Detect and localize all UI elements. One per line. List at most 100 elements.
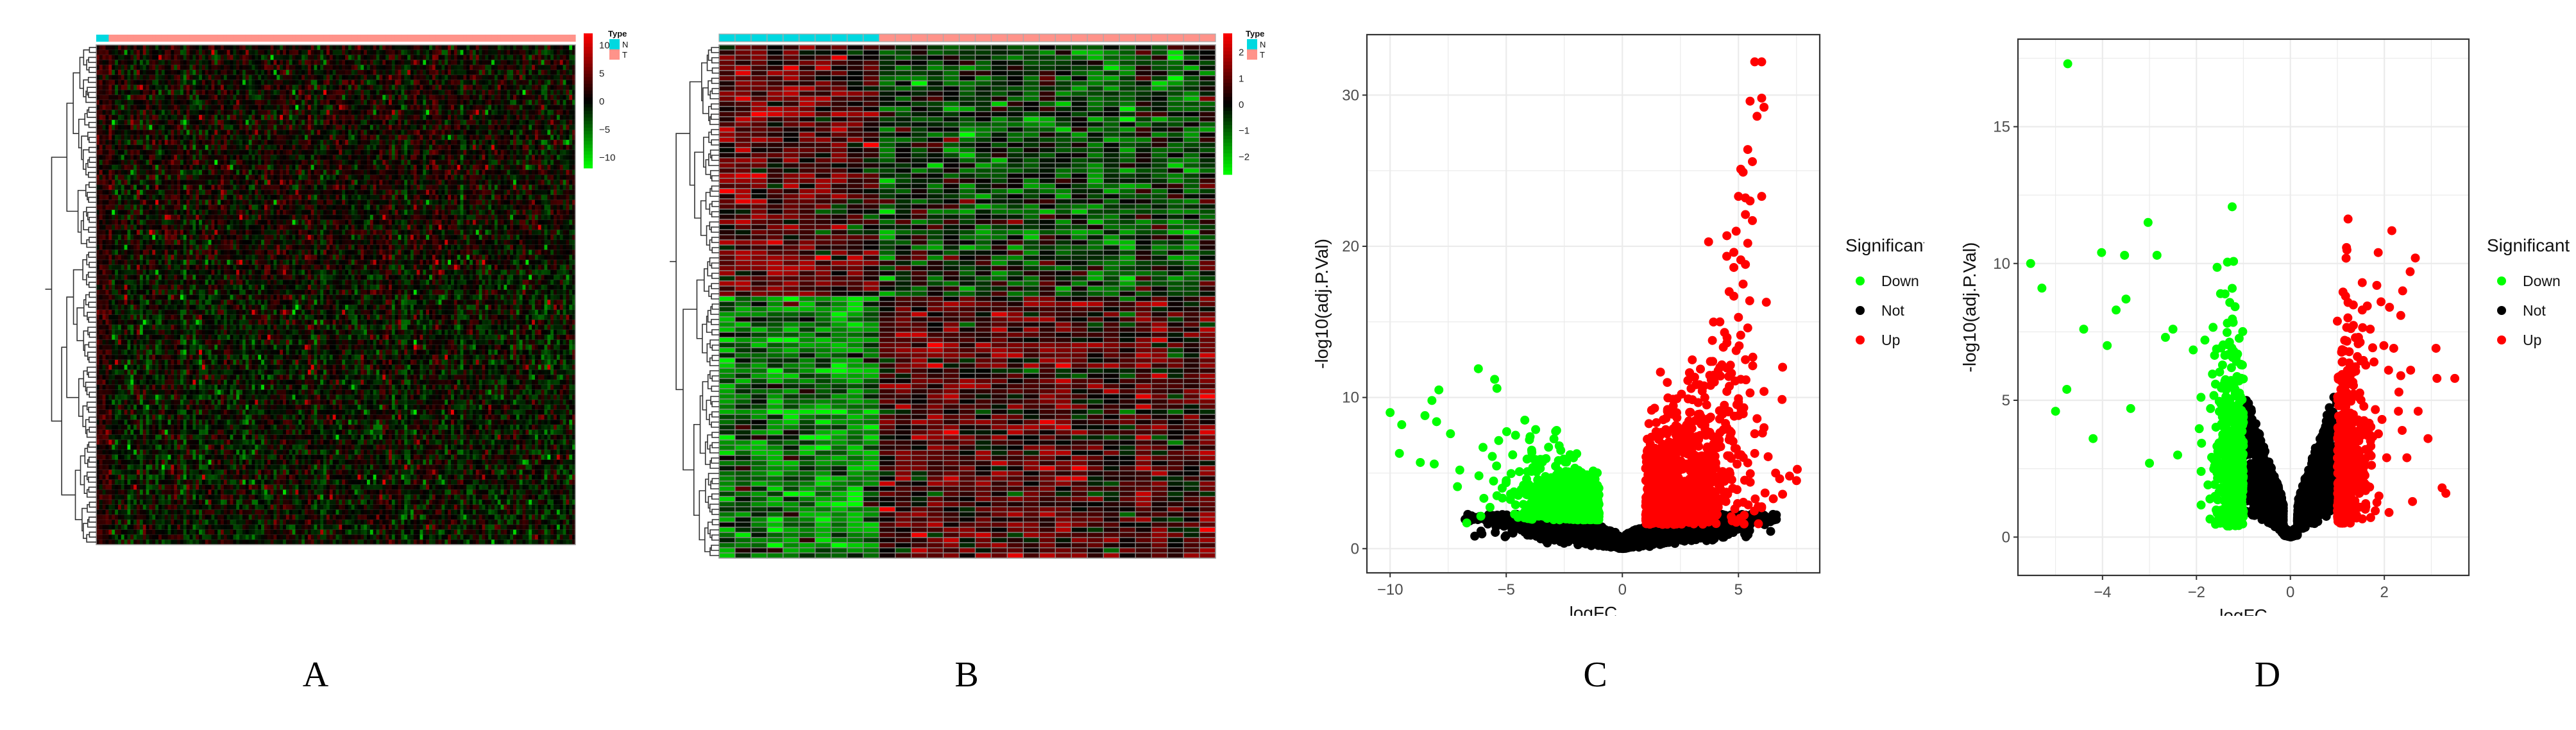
heatmap-cell	[280, 185, 284, 191]
heatmap-cell	[298, 90, 302, 96]
heatmap-cell	[491, 180, 495, 185]
heatmap-cell	[307, 185, 312, 191]
heatmap-cell	[149, 169, 153, 176]
heatmap-cell	[280, 130, 284, 135]
heatmap-cell	[534, 144, 539, 151]
heatmap-cell	[382, 160, 386, 166]
heatmap-cell	[196, 85, 199, 90]
heatmap-cell	[547, 160, 551, 166]
heatmap-cell	[472, 185, 477, 191]
heatmap-cell	[211, 135, 215, 140]
heatmap-cell	[192, 194, 196, 200]
heatmap-cell	[345, 169, 349, 176]
heatmap-cell	[310, 99, 315, 105]
heatmap-cell	[472, 160, 477, 166]
heatmap-cell	[460, 69, 464, 76]
heatmap-cell	[167, 185, 171, 191]
heatmap-cell	[171, 155, 174, 160]
heatmap-cell	[307, 135, 312, 140]
heatmap-cell	[295, 199, 299, 205]
heatmap-cell	[99, 124, 103, 130]
heatmap-cell	[556, 130, 561, 135]
annotation-cell-tumor	[429, 35, 433, 42]
heatmap-cell	[351, 45, 355, 51]
heatmap-cell	[199, 130, 203, 135]
heatmap-cell	[214, 130, 218, 135]
heatmap-cell	[248, 69, 253, 76]
heatmap-cell	[164, 180, 169, 185]
heatmap-cell	[142, 169, 147, 176]
heatmap-cell	[345, 194, 349, 200]
heatmap-cell	[407, 194, 411, 200]
heatmap-cell	[301, 144, 305, 151]
heatmap-cell	[482, 115, 486, 121]
heatmap-cell	[494, 69, 498, 76]
heatmap-cell	[267, 99, 271, 105]
annotation-cell-tumor	[320, 35, 324, 42]
heatmap-cell	[532, 115, 536, 121]
heatmap-cell	[205, 60, 209, 65]
heatmap-cell	[460, 160, 464, 166]
heatmap-cell	[314, 169, 318, 176]
heatmap-cell	[289, 119, 293, 126]
heatmap-cell	[354, 149, 358, 155]
heatmap-cell	[189, 169, 193, 176]
heatmap-cell	[556, 140, 561, 146]
heatmap-cell	[208, 199, 212, 205]
heatmap-cell	[127, 164, 131, 171]
heatmap-cell	[441, 80, 445, 85]
heatmap-cell	[130, 110, 134, 115]
heatmap-cell	[423, 149, 427, 155]
heatmap-cell	[466, 55, 470, 60]
heatmap-cell	[239, 99, 243, 105]
heatmap-cell	[357, 49, 361, 56]
heatmap-cell	[180, 45, 184, 51]
heatmap-cell	[376, 119, 380, 126]
heatmap-cell	[314, 49, 318, 56]
heatmap-cell	[453, 80, 458, 85]
heatmap-cell	[112, 174, 115, 180]
heatmap-cell	[550, 160, 554, 166]
heatmap-cell	[127, 90, 131, 96]
heatmap-cell	[115, 155, 119, 160]
heatmap-cell	[127, 55, 131, 60]
heatmap-cell	[423, 74, 427, 81]
heatmap-cell	[283, 160, 287, 166]
heatmap-cell	[572, 155, 576, 160]
heatmap-cell	[158, 189, 162, 196]
heatmap-cell	[174, 74, 178, 81]
heatmap-cell	[298, 110, 302, 115]
heatmap-cell	[174, 90, 178, 96]
heatmap-cell	[504, 185, 507, 191]
heatmap-cell	[563, 124, 566, 130]
heatmap-cell	[426, 90, 430, 96]
heatmap-cell	[373, 149, 377, 155]
heatmap-cell	[301, 180, 305, 185]
heatmap-cell	[273, 140, 277, 146]
heatmap-cell	[155, 49, 159, 56]
heatmap-cell	[96, 45, 100, 51]
heatmap-cell	[550, 69, 554, 76]
heatmap-cell	[108, 160, 112, 166]
heatmap-cell	[522, 90, 526, 96]
heatmap-cell	[214, 90, 218, 96]
heatmap-cell	[413, 174, 418, 180]
heatmap-cell	[563, 189, 566, 196]
heatmap-cell	[369, 99, 374, 105]
heatmap-cell	[317, 110, 321, 115]
heatmap-cell	[208, 189, 212, 196]
heatmap-cell	[186, 99, 191, 105]
heatmap-cell	[102, 174, 106, 180]
heatmap-cell	[310, 60, 315, 65]
heatmap-cell	[130, 160, 134, 166]
heatmap-cell	[211, 130, 215, 135]
heatmap-cell	[230, 160, 233, 166]
heatmap-cell	[429, 94, 433, 101]
heatmap-cell	[541, 115, 545, 121]
heatmap-cell	[554, 189, 557, 196]
heatmap-cell	[432, 55, 436, 60]
heatmap-cell	[323, 149, 327, 155]
heatmap-cell	[379, 69, 383, 76]
heatmap-cell	[525, 144, 529, 151]
heatmap-cell	[391, 60, 396, 65]
